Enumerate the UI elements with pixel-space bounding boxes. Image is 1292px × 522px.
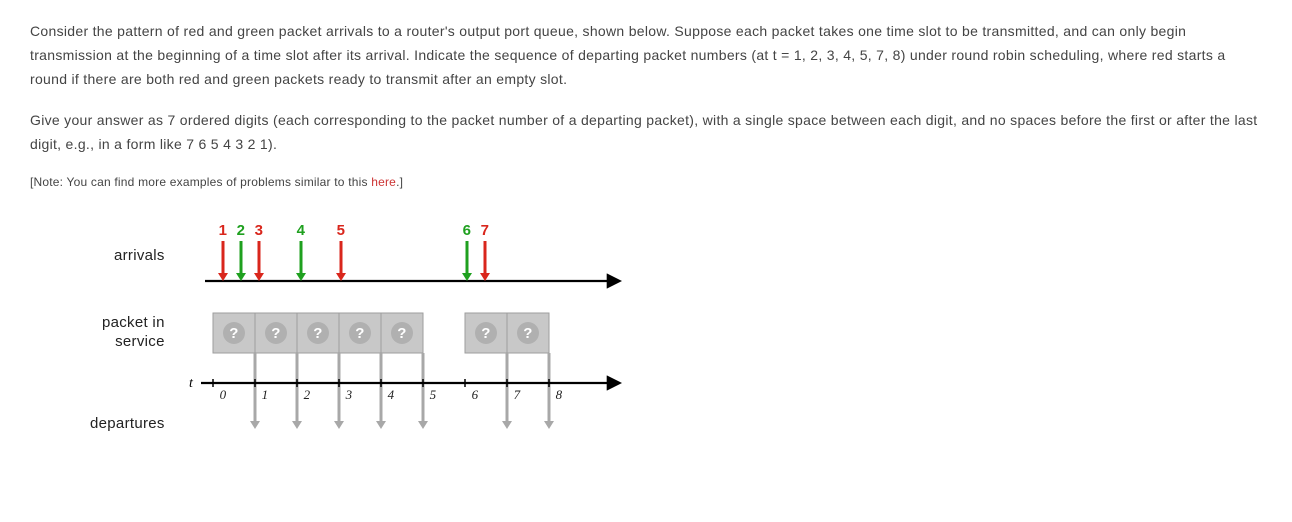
note-link[interactable]: here <box>371 175 396 189</box>
note-suffix: .] <box>396 175 403 189</box>
svg-text:1: 1 <box>261 387 268 402</box>
svg-text:?: ? <box>355 325 364 342</box>
timing-diagram: 1234567???????t012345678 <box>183 219 633 449</box>
svg-text:?: ? <box>313 325 322 342</box>
label-departures: departures <box>90 415 165 432</box>
svg-text:3: 3 <box>344 387 352 402</box>
svg-text:?: ? <box>397 325 406 342</box>
svg-text:?: ? <box>229 325 238 342</box>
svg-text:?: ? <box>481 325 490 342</box>
svg-text:5: 5 <box>429 387 436 402</box>
svg-text:6: 6 <box>471 387 478 402</box>
svg-text:7: 7 <box>513 387 520 402</box>
svg-text:5: 5 <box>336 222 345 239</box>
svg-text:4: 4 <box>296 222 305 239</box>
svg-text:?: ? <box>271 325 280 342</box>
note-prefix: [Note: You can find more examples of pro… <box>30 175 371 189</box>
svg-text:0: 0 <box>219 387 226 402</box>
label-arrivals: arrivals <box>114 247 165 264</box>
svg-text:1: 1 <box>218 222 227 239</box>
note-line: [Note: You can find more examples of pro… <box>30 175 1262 189</box>
svg-text:7: 7 <box>480 222 489 239</box>
svg-text:3: 3 <box>254 222 263 239</box>
svg-text:?: ? <box>523 325 532 342</box>
diagram-container: arrivals 1234567???????t012345678 packet… <box>90 219 1262 449</box>
label-packet-in: packet in <box>102 314 165 331</box>
svg-text:2: 2 <box>303 387 310 402</box>
svg-text:2: 2 <box>236 222 245 239</box>
svg-text:4: 4 <box>387 387 394 402</box>
question-paragraph-1: Consider the pattern of red and green pa… <box>30 20 1262 91</box>
svg-text:8: 8 <box>555 387 562 402</box>
label-service: service <box>115 333 165 350</box>
svg-text:t: t <box>189 376 194 391</box>
question-paragraph-2: Give your answer as 7 ordered digits (ea… <box>30 109 1262 157</box>
svg-text:6: 6 <box>462 222 471 239</box>
